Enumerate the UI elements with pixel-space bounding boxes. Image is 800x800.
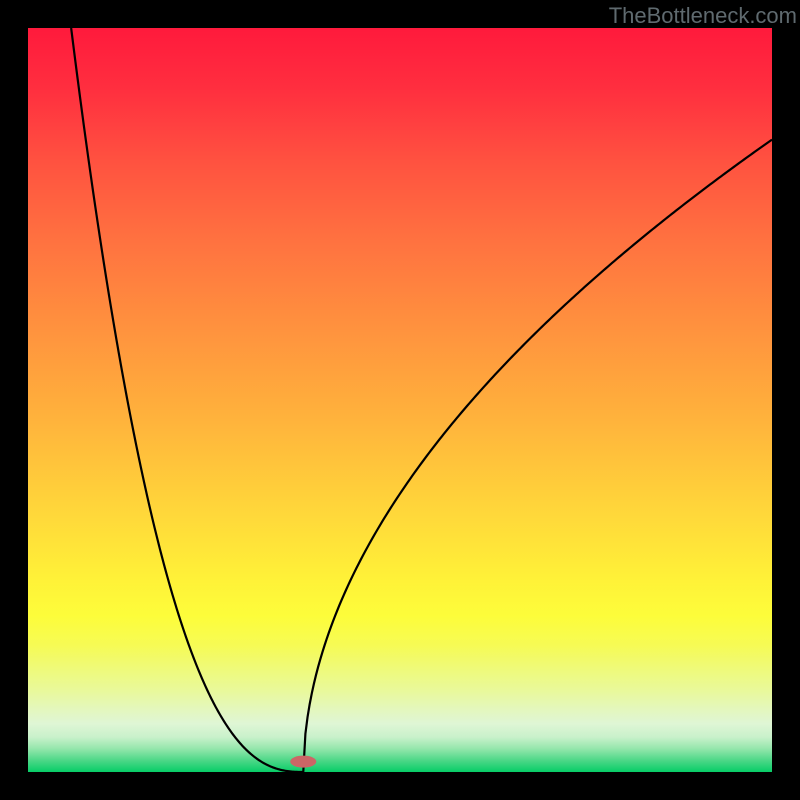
vertex-marker — [290, 756, 316, 768]
watermark-text: TheBottleneck.com — [609, 3, 797, 29]
chart-svg — [28, 28, 772, 772]
chart-frame: TheBottleneck.com — [0, 0, 800, 800]
chart-plot-area — [28, 28, 772, 772]
gradient-background — [28, 28, 772, 772]
